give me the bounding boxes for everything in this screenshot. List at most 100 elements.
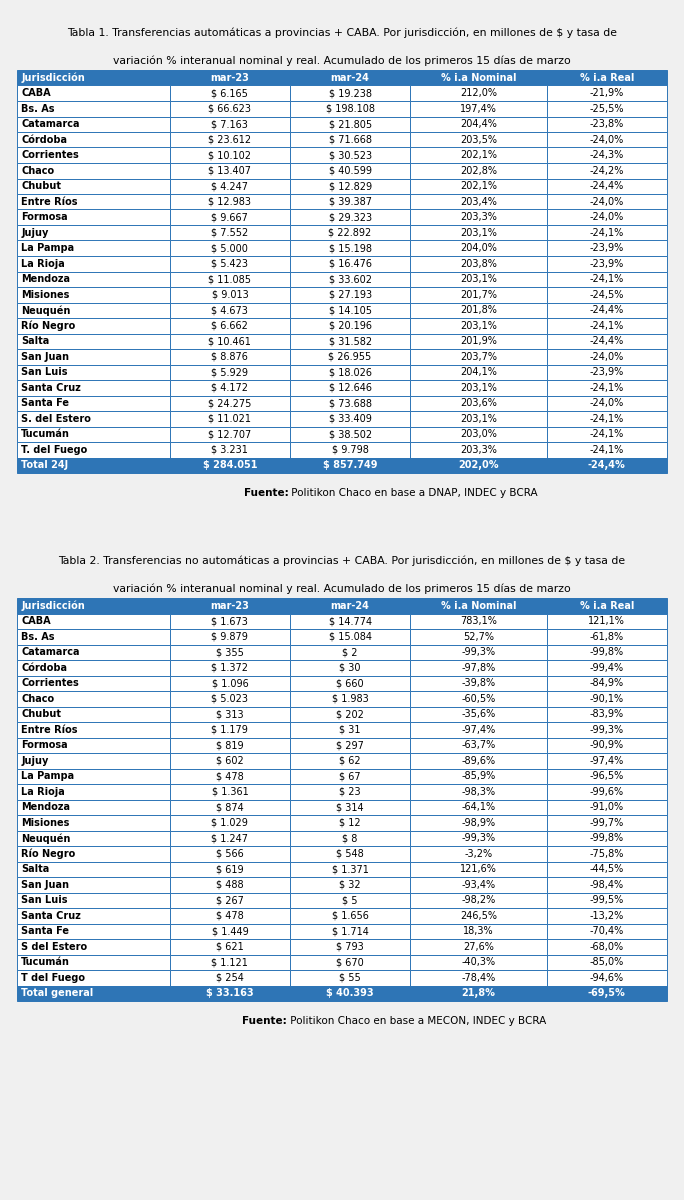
Text: $ 857.749: $ 857.749: [323, 461, 378, 470]
Text: $ 4.673: $ 4.673: [211, 305, 248, 316]
Text: $ 15.198: $ 15.198: [328, 244, 371, 253]
Text: 201,8%: 201,8%: [460, 305, 497, 316]
Bar: [410, 380, 547, 396]
Bar: [290, 240, 410, 256]
Bar: [547, 179, 667, 194]
Text: Jujuy: Jujuy: [21, 756, 49, 766]
Text: 203,4%: 203,4%: [460, 197, 497, 206]
Text: -23,9%: -23,9%: [590, 244, 624, 253]
Text: Neuquén: Neuquén: [21, 305, 70, 316]
Bar: [17, 660, 170, 676]
Bar: [410, 334, 547, 349]
Text: -99,8%: -99,8%: [590, 647, 624, 658]
Text: -99,3%: -99,3%: [462, 833, 495, 844]
Bar: [170, 768, 290, 784]
Text: $ 11.021: $ 11.021: [209, 414, 252, 424]
Text: -24,1%: -24,1%: [590, 320, 624, 331]
Text: $ 66.623: $ 66.623: [209, 103, 252, 114]
Text: Jurisdicción: Jurisdicción: [21, 600, 85, 611]
Bar: [170, 226, 290, 240]
Text: $ 33.602: $ 33.602: [328, 275, 371, 284]
Bar: [547, 132, 667, 148]
Text: $ 4.172: $ 4.172: [211, 383, 248, 392]
Bar: [170, 908, 290, 924]
Bar: [547, 334, 667, 349]
Text: 203,0%: 203,0%: [460, 430, 497, 439]
Bar: [17, 924, 170, 940]
Text: % i.a Real: % i.a Real: [579, 73, 634, 83]
Text: % i.a Nominal: % i.a Nominal: [440, 73, 516, 83]
Text: $ 15.084: $ 15.084: [328, 631, 371, 642]
Text: $ 16.476: $ 16.476: [328, 259, 371, 269]
Text: $ 18.026: $ 18.026: [328, 367, 371, 377]
Bar: [547, 784, 667, 799]
Text: -99,8%: -99,8%: [590, 833, 624, 844]
Text: -97,4%: -97,4%: [461, 725, 496, 734]
Bar: [290, 194, 410, 210]
Text: 246,5%: 246,5%: [460, 911, 497, 920]
Bar: [170, 784, 290, 799]
Text: $ 5.023: $ 5.023: [211, 694, 248, 703]
Bar: [170, 256, 290, 271]
Text: -89,6%: -89,6%: [462, 756, 495, 766]
Text: Río Negro: Río Negro: [21, 848, 75, 859]
Bar: [547, 410, 667, 426]
Text: 204,1%: 204,1%: [460, 367, 497, 377]
Bar: [17, 754, 170, 768]
Bar: [17, 287, 170, 302]
Text: $ 619: $ 619: [216, 864, 244, 875]
Bar: [547, 240, 667, 256]
Bar: [290, 815, 410, 830]
Text: 203,1%: 203,1%: [460, 383, 497, 392]
Bar: [290, 349, 410, 365]
Bar: [17, 318, 170, 334]
Text: $ 1.656: $ 1.656: [332, 911, 369, 920]
Text: Salta: Salta: [21, 336, 49, 347]
Bar: [17, 815, 170, 830]
Bar: [410, 660, 547, 676]
Text: La Pampa: La Pampa: [21, 772, 75, 781]
Bar: [290, 396, 410, 410]
Text: $ 31: $ 31: [339, 725, 361, 734]
Text: -64,1%: -64,1%: [462, 803, 495, 812]
Text: mar-23: mar-23: [211, 73, 250, 83]
Bar: [290, 893, 410, 908]
Text: -99,4%: -99,4%: [590, 662, 624, 673]
Text: $ 73.688: $ 73.688: [328, 398, 371, 408]
Bar: [17, 240, 170, 256]
Text: -96,5%: -96,5%: [590, 772, 624, 781]
Text: $ 5.423: $ 5.423: [211, 259, 248, 269]
Bar: [170, 349, 290, 365]
Text: Chaco: Chaco: [21, 694, 54, 703]
Bar: [170, 924, 290, 940]
Text: San Luis: San Luis: [21, 895, 68, 905]
Text: -99,7%: -99,7%: [590, 817, 624, 828]
Text: $ 1.029: $ 1.029: [211, 817, 248, 828]
Bar: [17, 830, 170, 846]
Bar: [17, 442, 170, 457]
Bar: [290, 116, 410, 132]
Text: Bs. As: Bs. As: [21, 103, 55, 114]
Text: -44,5%: -44,5%: [590, 864, 624, 875]
Bar: [290, 210, 410, 226]
Text: -39,8%: -39,8%: [462, 678, 495, 689]
Text: T del Fuego: T del Fuego: [21, 973, 86, 983]
Text: $ 670: $ 670: [337, 958, 364, 967]
Text: -24,4%: -24,4%: [590, 336, 624, 347]
Bar: [410, 426, 547, 442]
Text: $ 1.673: $ 1.673: [211, 617, 248, 626]
Bar: [290, 940, 410, 954]
Text: 203,5%: 203,5%: [460, 134, 497, 145]
Text: $ 6.165: $ 6.165: [211, 89, 248, 98]
Bar: [410, 226, 547, 240]
Bar: [410, 722, 547, 738]
Bar: [290, 970, 410, 985]
Bar: [17, 410, 170, 426]
Bar: [17, 85, 170, 101]
Bar: [17, 396, 170, 410]
Text: $ 819: $ 819: [216, 740, 244, 750]
Bar: [547, 768, 667, 784]
Bar: [17, 101, 170, 116]
Bar: [547, 101, 667, 116]
Text: mar-24: mar-24: [330, 601, 369, 611]
